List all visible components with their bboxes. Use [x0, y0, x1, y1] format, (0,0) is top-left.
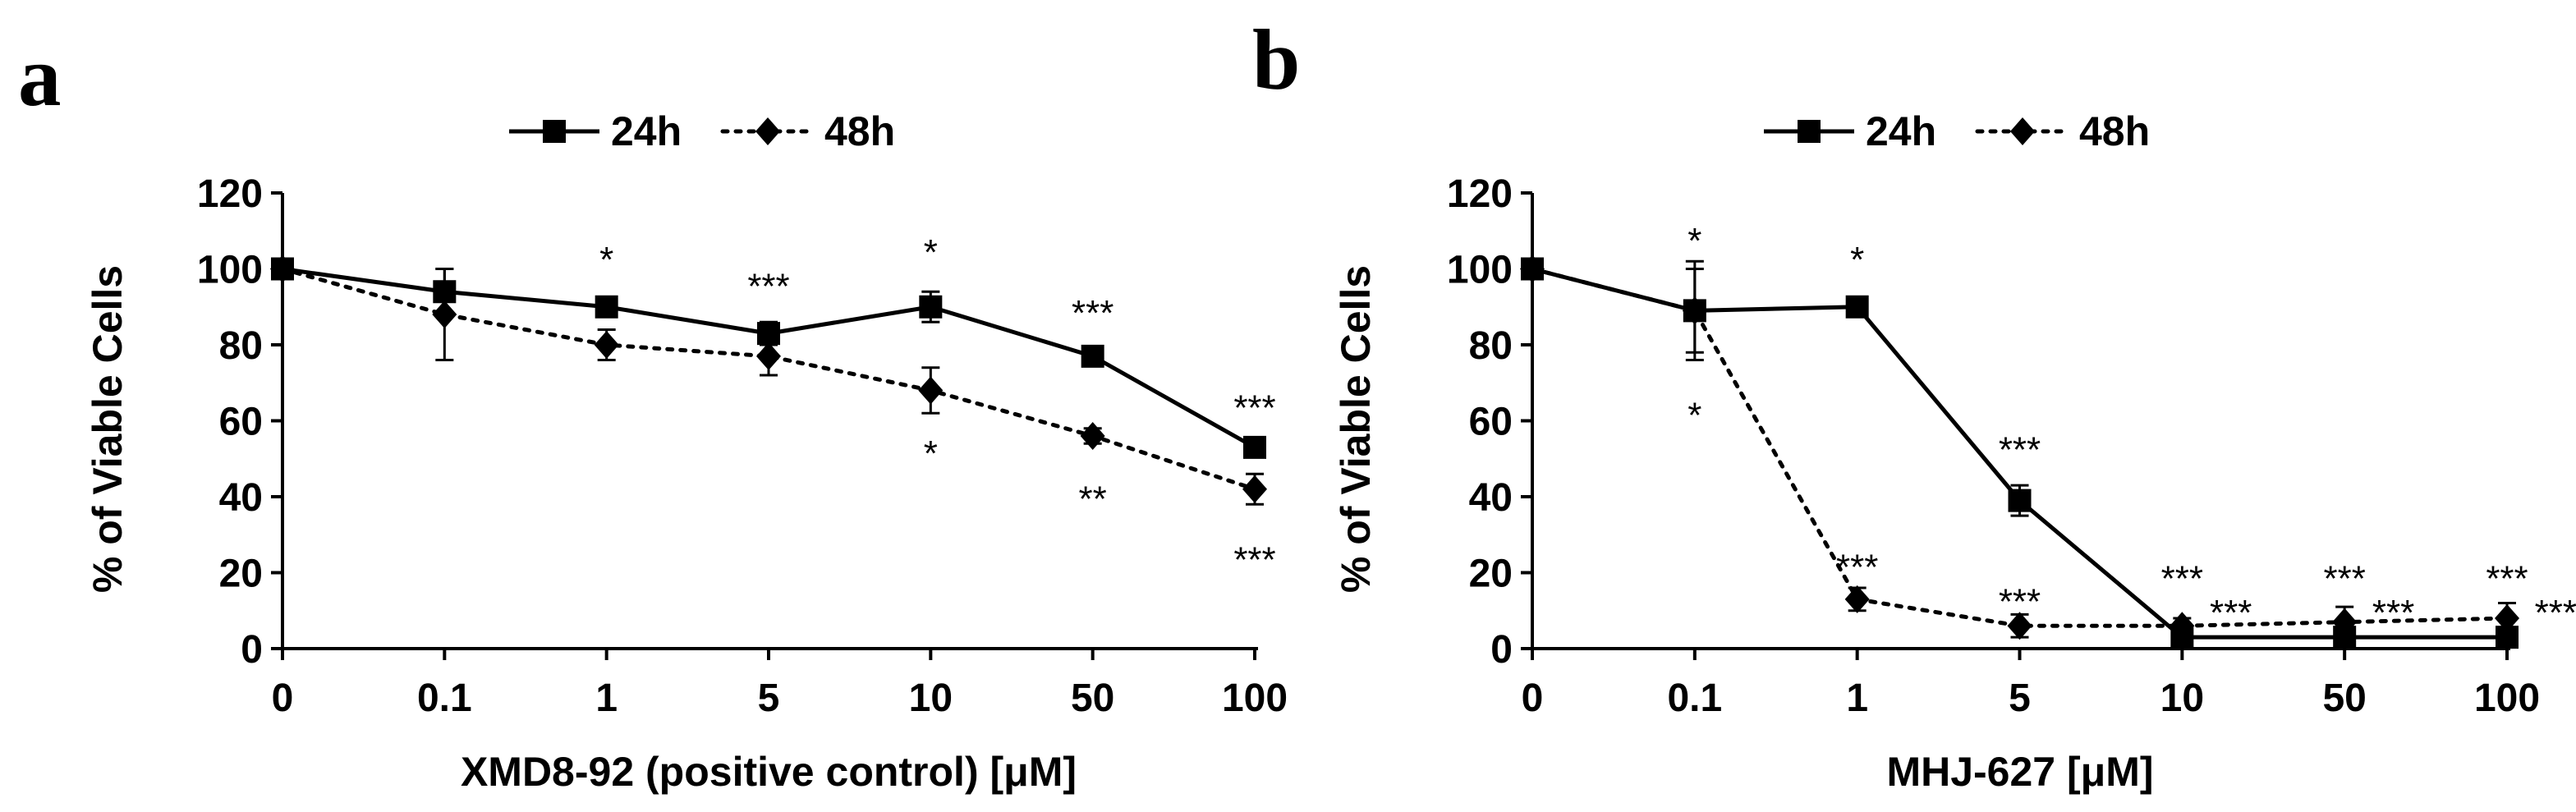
x-tick-label: 5 — [2009, 677, 2031, 720]
significance-mark: *** — [1999, 429, 2041, 470]
y-tick-label: 0 — [241, 628, 263, 672]
point-diamond — [1520, 255, 1545, 283]
point-diamond — [1080, 422, 1105, 450]
y-axis-title: % of Viable Cells — [85, 265, 131, 593]
y-tick-label: 80 — [219, 324, 263, 368]
y-tick-label: 100 — [197, 249, 263, 292]
y-axis-title: % of Viable Cells — [1333, 265, 1379, 593]
y-tick-label: 0 — [1490, 628, 1513, 672]
significance-mark: *** — [1072, 293, 1114, 333]
significance-mark: ** — [1079, 479, 1107, 519]
significance-mark: * — [1850, 240, 1864, 280]
y-tick-label: 100 — [1447, 249, 1513, 292]
panel-label-b: b — [1252, 11, 1300, 108]
point-diamond — [2332, 608, 2358, 636]
x-tick-label: 5 — [758, 677, 780, 720]
significance-mark: * — [924, 232, 938, 273]
x-tick-label: 0 — [272, 677, 294, 720]
y-tick-label: 120 — [197, 172, 263, 216]
point-diamond — [918, 376, 944, 405]
x-tick-label: 0.1 — [417, 677, 472, 720]
point-diamond — [270, 255, 295, 283]
y-tick-label: 80 — [1469, 324, 1513, 368]
legend-marker-square — [1798, 120, 1821, 143]
legend-label-24h: 24h — [1866, 108, 1936, 154]
significance-mark: *** — [2323, 559, 2365, 599]
significance-mark: *** — [1233, 388, 1275, 428]
chart-b: 0 20 40 60 80 100 120 0 0.1 1 5 10 50 100 MHJ-627 [μM]… — [1333, 108, 2576, 795]
legend-label-24h: 24h — [611, 108, 682, 154]
significance-mark: * — [1687, 396, 1701, 436]
y-tick-label: 120 — [1447, 172, 1513, 216]
y-tick-label: 20 — [1469, 553, 1513, 596]
significance-mark: *** — [1233, 539, 1275, 580]
significance-mark: *** — [2486, 559, 2528, 599]
point-diamond — [432, 300, 457, 328]
significance-mark: *** — [1836, 548, 1878, 588]
legend-label-48h: 48h — [824, 108, 895, 154]
x-tick-label: 50 — [2322, 677, 2366, 720]
legend-marker-diamond — [755, 117, 780, 145]
y-tick-label: 20 — [219, 553, 263, 596]
point-diamond — [1844, 585, 1870, 613]
x-tick-label: 100 — [1222, 677, 1288, 720]
x-axis-title: MHJ-627 [μM] — [1886, 749, 2153, 795]
significance-mark: *** — [1999, 581, 2041, 622]
point-diamond — [594, 331, 619, 359]
significance-mark: * — [1687, 221, 1701, 261]
significance-mark: * — [924, 434, 938, 474]
point-diamond — [1682, 296, 1707, 325]
point-square — [1081, 344, 1104, 368]
x-tick-label: 0.1 — [1667, 677, 1722, 720]
y-tick-label: 60 — [219, 401, 263, 444]
point-diamond — [2007, 612, 2032, 640]
x-tick-label: 100 — [2474, 677, 2540, 720]
legend-label-48h: 48h — [2079, 108, 2150, 154]
x-axis-title: XMD8-92 (positive control) [μM] — [461, 749, 1077, 795]
point-square — [595, 295, 618, 319]
x-tick-label: 10 — [2160, 677, 2204, 720]
point-square — [2008, 489, 2032, 512]
point-diamond — [2170, 612, 2195, 640]
significance-mark: *** — [747, 266, 789, 306]
significance-mark: *** — [2210, 593, 2252, 633]
y-tick-label: 40 — [1469, 476, 1513, 520]
legend-marker-square — [543, 120, 566, 143]
x-tick-label: 0 — [1522, 677, 1544, 720]
significance-mark: * — [599, 240, 613, 280]
point-diamond — [1242, 475, 1267, 503]
x-tick-label: 10 — [909, 677, 953, 720]
x-tick-label: 1 — [1846, 677, 1868, 720]
x-tick-label: 1 — [595, 677, 618, 720]
y-tick-label: 60 — [1469, 401, 1513, 444]
significance-mark: *** — [2372, 593, 2414, 633]
panel-label-a: a — [18, 28, 62, 124]
point-square — [919, 295, 943, 319]
significance-mark: *** — [2535, 593, 2576, 633]
x-tick-label: 50 — [1071, 677, 1114, 720]
point-diamond — [2495, 604, 2519, 632]
significance-mark: *** — [2161, 559, 2203, 599]
y-tick-label: 40 — [219, 476, 263, 520]
point-square — [1243, 435, 1266, 459]
legend-marker-diamond — [2010, 117, 2035, 145]
chart-a: 0 20 40 60 80 100 120 0 0.1 1 5 10 50 100 XMD8-92 (pos… — [85, 108, 1288, 795]
point-diamond — [756, 342, 781, 370]
point-square — [1845, 295, 1869, 319]
